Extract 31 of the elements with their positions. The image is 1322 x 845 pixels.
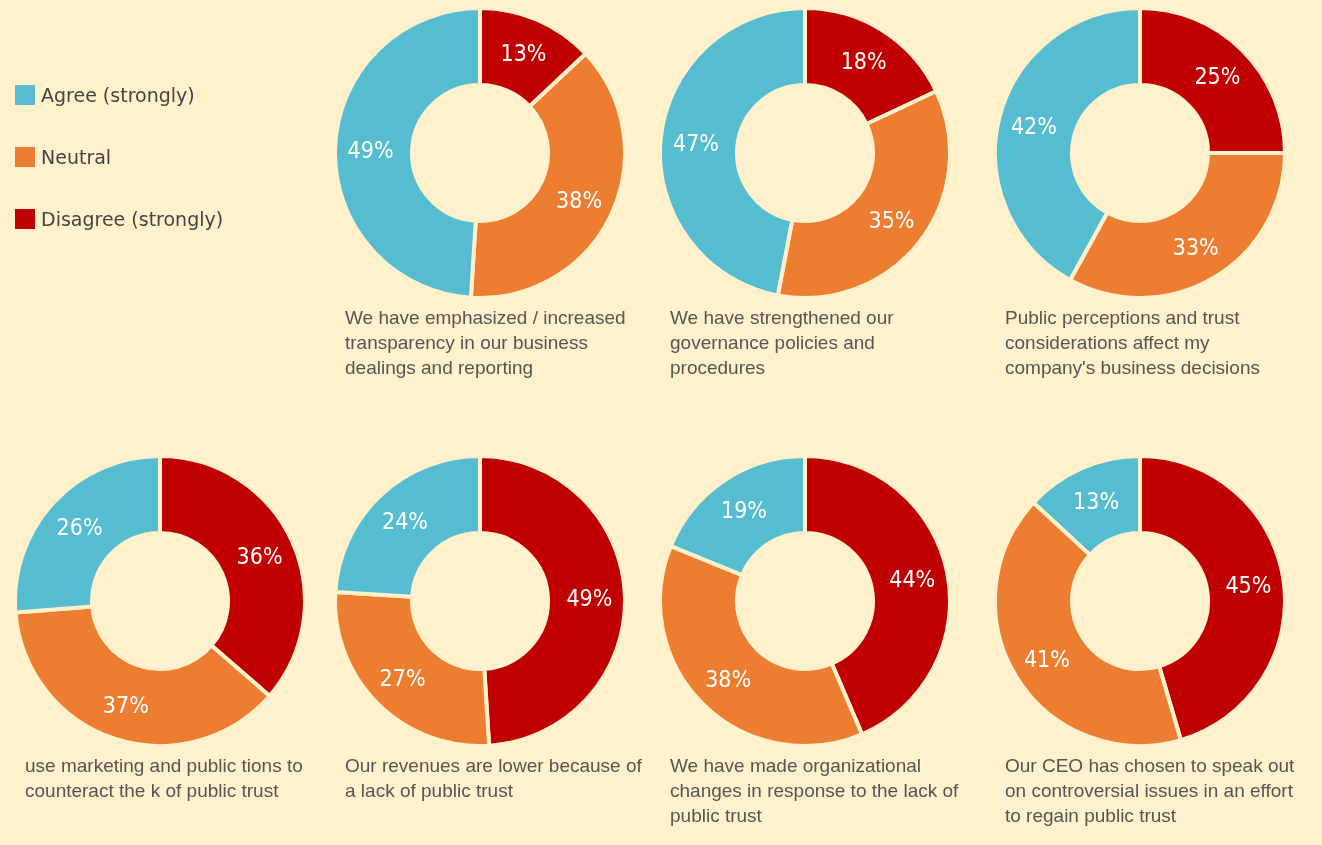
data-label: 19% (720, 497, 767, 524)
data-label: 35% (868, 207, 915, 234)
data-label: 38% (556, 186, 603, 213)
text: We have strengthened our governance policies and procedures (670, 306, 895, 380)
text: Our revenues are lower because of a lack of public trust (345, 754, 643, 803)
data-label: 24% (382, 508, 429, 535)
data-label: 47% (672, 129, 719, 156)
text: Our CEO has chosen to speak out on controversial issues in an effort to regain public trust (1005, 754, 1296, 828)
data-label: 33% (1172, 234, 1219, 261)
text: use marketing and public tions to counteract the k of public trust (25, 754, 304, 803)
data-label: 25% (1194, 62, 1241, 89)
data-label: 13% (1073, 487, 1120, 514)
data-label: 13% (500, 39, 547, 66)
data-label: 45% (1225, 572, 1272, 599)
data-label: 27% (379, 665, 426, 692)
data-label: 49% (566, 584, 613, 611)
data-label: 26% (56, 513, 103, 540)
legend-label: Disagree (strongly) (41, 208, 224, 230)
legend-label: Agree (strongly) (41, 84, 195, 106)
data-label: 42% (1010, 112, 1057, 139)
data-label: 49% (347, 136, 394, 163)
data-label: 18% (840, 47, 887, 74)
data-label: 41% (1023, 645, 1070, 672)
data-label: 38% (705, 666, 752, 693)
data-label: 44% (889, 566, 936, 593)
data-label: 37% (102, 692, 149, 719)
legend-label: Neutral (41, 146, 112, 168)
text: We have emphasized / increased transparency in our business dealings and reporting (345, 306, 627, 380)
text: Public perceptions and trust considerations affect my company's business decisions (1005, 306, 1261, 380)
text: We have made organizational changes in response to the lack of public trust (670, 754, 960, 828)
data-label: 36% (236, 542, 283, 569)
